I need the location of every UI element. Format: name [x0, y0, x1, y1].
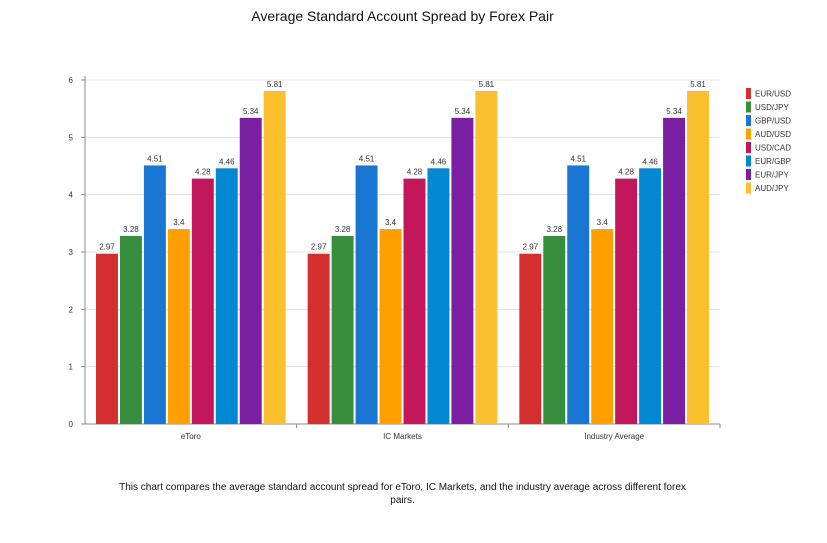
bar-data-label: 4.28 — [195, 168, 211, 177]
legend-label: EUR/USD — [755, 90, 791, 99]
bar — [639, 168, 662, 424]
x-category-label: Industry Average — [584, 432, 644, 441]
legend-swatch — [746, 128, 751, 140]
bar-data-label: 4.51 — [570, 154, 586, 163]
bar — [591, 229, 614, 424]
bar — [191, 178, 214, 424]
chart-caption: This chart compares the average standard… — [119, 482, 686, 506]
bar-data-label: 2.97 — [523, 243, 539, 252]
bar-data-label: 2.97 — [99, 243, 115, 252]
bar-data-label: 5.81 — [690, 80, 706, 89]
bar — [331, 235, 354, 424]
bar — [355, 165, 378, 424]
axes: 0 1 2 3 4 5 6 eToro IC Markets Industry Average — [69, 76, 721, 441]
bar — [96, 253, 118, 424]
bar — [239, 117, 262, 424]
bar — [119, 235, 142, 424]
y-tick-label: 0 — [69, 420, 74, 429]
bar-data-label: 3.28 — [335, 225, 351, 234]
legend-swatch — [746, 169, 751, 180]
bar-data-label: 4.51 — [359, 154, 375, 163]
bar-data-label: 4.46 — [431, 157, 447, 166]
y-tick-label: 6 — [69, 76, 74, 85]
legend-label: AUD/JPY — [755, 184, 789, 193]
bar-data-label: 4.28 — [407, 168, 423, 177]
bar — [167, 229, 190, 424]
bar-data-label: 3.4 — [597, 218, 609, 227]
bar-data-label: 5.34 — [666, 107, 682, 116]
legend-swatch — [746, 182, 751, 194]
legend-label: GBP/USD — [755, 117, 791, 126]
y-tick-label: 3 — [69, 248, 74, 257]
legend: EUR/USD USD/JPY GBP/USD AUD/USD USD/CAD EUR/G… — [746, 88, 791, 194]
bar — [379, 229, 402, 424]
legend-swatch — [746, 101, 751, 113]
legend-label: EUR/JPY — [755, 171, 789, 180]
bar — [663, 117, 686, 424]
y-tick-label: 4 — [69, 191, 74, 200]
bar-data-label: 4.28 — [618, 168, 634, 177]
bar — [519, 253, 542, 424]
bar-data-label: 3.28 — [546, 225, 562, 234]
bar — [475, 90, 498, 424]
bar — [143, 165, 166, 424]
legend-swatch — [746, 142, 751, 153]
bar — [615, 178, 638, 424]
bars: 2.97 3.28 4.51 3.4 4.28 4.46 5.34 5.81 2.97 3.28 4… — [96, 80, 709, 424]
bar-data-label: 5.81 — [267, 80, 283, 89]
bar-data-label: 3.28 — [123, 225, 139, 234]
bar-data-label: 3.4 — [173, 218, 185, 227]
x-category-label: eToro — [181, 432, 202, 441]
bar — [451, 117, 474, 424]
y-tick-label: 2 — [69, 305, 74, 314]
bar — [687, 90, 709, 424]
bar-data-label: 4.46 — [219, 157, 235, 166]
bar — [307, 253, 330, 424]
x-category-label: IC Markets — [383, 432, 422, 441]
bar — [543, 235, 566, 424]
legend-label: AUD/USD — [755, 130, 791, 139]
bar-data-label: 5.81 — [479, 80, 495, 89]
legend-swatch — [746, 115, 751, 126]
bar-data-label: 4.46 — [642, 157, 658, 166]
bar — [403, 178, 426, 424]
chart-title: Average Standard Account Spread by Forex… — [251, 8, 554, 24]
bar — [263, 90, 286, 424]
bar-data-label: 5.34 — [455, 107, 471, 116]
bar — [567, 165, 590, 424]
legend-label: USD/CAD — [755, 144, 791, 153]
bar — [215, 168, 238, 424]
bar-data-label: 3.4 — [385, 218, 397, 227]
legend-swatch — [746, 88, 751, 99]
legend-label: EUR/GBP — [755, 157, 791, 166]
bar-data-label: 4.51 — [147, 154, 163, 163]
grid-lines — [85, 79, 720, 368]
legend-swatch — [746, 155, 751, 167]
bar-data-label: 2.97 — [311, 243, 327, 252]
y-tick-label: 1 — [69, 363, 74, 372]
legend-label: USD/JPY — [755, 103, 789, 112]
y-tick-label: 5 — [69, 133, 74, 142]
bar — [427, 168, 450, 424]
bar-data-label: 5.34 — [243, 107, 259, 116]
